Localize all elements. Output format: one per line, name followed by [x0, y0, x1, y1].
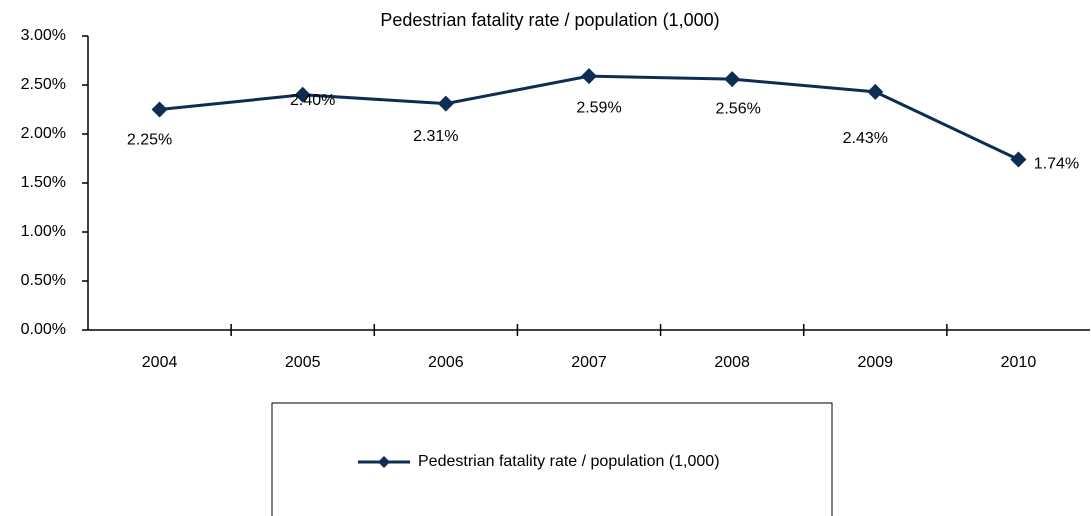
legend-box: [271, 402, 833, 516]
y-tick-label: 2.00%: [21, 125, 66, 142]
data-label: 2.43%: [843, 130, 888, 147]
chart-title: Pedestrian fatality rate / population (1…: [380, 10, 719, 30]
data-point: [581, 68, 597, 85]
data-point: [437, 95, 454, 112]
y-tick-label: 1.50%: [21, 174, 66, 191]
x-tick-label: 2007: [571, 354, 607, 371]
data-label: 2.31%: [413, 128, 458, 145]
x-tick-label: 2009: [857, 354, 893, 371]
data-label: 2.40%: [290, 92, 335, 109]
series-line: [159, 74, 1020, 161]
legend-label: Pedestrian fatality rate / population (1…: [418, 453, 720, 470]
y-tick-label: 3.00%: [21, 27, 66, 44]
data-point: [151, 101, 168, 118]
data-label: 2.25%: [127, 132, 172, 149]
x-tick-label: 2010: [1001, 354, 1037, 371]
x-tick-label: 2004: [142, 354, 178, 371]
y-tick-label: 2.50%: [21, 76, 66, 93]
x-tick-label: 2005: [285, 354, 321, 371]
data-point: [724, 71, 741, 88]
legend-marker: [378, 456, 390, 468]
y-tick-label: 0.00%: [21, 321, 66, 338]
y-tick-label: 1.00%: [21, 223, 66, 240]
y-tick-label: 0.50%: [21, 272, 66, 289]
data-point: [294, 86, 311, 103]
data-label: 1.74%: [1034, 156, 1079, 173]
data-point: [1010, 151, 1027, 168]
x-tick-label: 2006: [428, 354, 464, 371]
data-point: [867, 83, 884, 100]
data-label: 2.56%: [715, 100, 760, 117]
data-label: 2.59%: [576, 99, 621, 116]
x-tick-label: 2008: [714, 354, 750, 371]
